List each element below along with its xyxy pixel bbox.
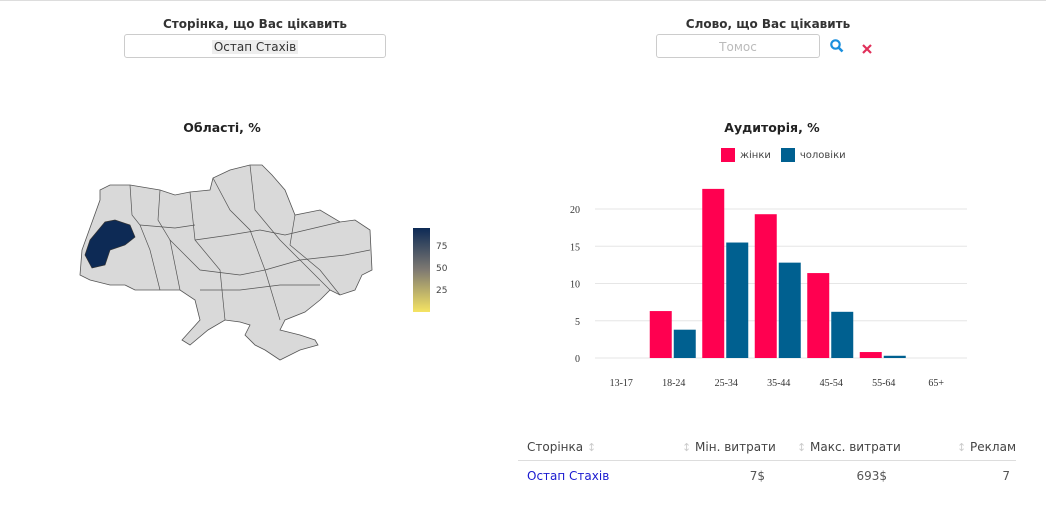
y-tick-label: 5 [575, 317, 580, 328]
x-tick-label: 65+ [928, 378, 944, 389]
y-tick-label: 20 [570, 205, 580, 216]
x-tick-label: 13-17 [610, 378, 633, 389]
bar-women [754, 214, 777, 358]
map-region-borders [129, 164, 371, 321]
map-region-lviv[interactable] [84, 219, 136, 269]
x-tick-label: 45-54 [820, 378, 843, 389]
y-tick-label: 0 [575, 354, 580, 365]
y-tick-label: 15 [570, 242, 580, 253]
table-cell-ads: 7 [1002, 469, 1010, 483]
word-filter-input[interactable]: Томос [656, 34, 820, 58]
chart-title: Аудиторія, % [724, 120, 820, 135]
col-header-max[interactable]: ↕ Макс. витрати [797, 440, 901, 454]
bar-men [726, 242, 749, 358]
legend-label: жінки [740, 149, 771, 161]
y-tick-label: 10 [570, 280, 580, 291]
col-header-ads[interactable]: ↕ Реклам [957, 440, 1016, 454]
bar-men [673, 329, 696, 358]
ukraine-map [79, 164, 430, 361]
page-filter-value: Остап Стахів [211, 40, 299, 54]
colorbar-tick: 50 [436, 264, 448, 274]
bar-men [778, 262, 801, 358]
table-cell-max: 693$ [856, 469, 887, 483]
close-icon[interactable] [861, 40, 873, 54]
bar-women [649, 311, 672, 358]
table-cell-page-link[interactable]: Остап Стахів [527, 469, 610, 483]
audience-bar-chart: 0 5 10 15 20 13-17 18-24 25-34 35-44 45-54 55-64 65… [570, 188, 967, 389]
x-tick-label: 18-24 [662, 378, 685, 389]
table-header-divider [518, 460, 1016, 461]
map-country-outline [79, 164, 373, 361]
legend-swatch-men [780, 148, 795, 162]
x-tick-label: 35-44 [767, 378, 790, 389]
top-divider [0, 0, 1046, 1]
bar-men [883, 355, 906, 358]
legend-label: чоловіки [799, 149, 846, 161]
chart-legend: жінки чоловіки [721, 148, 846, 162]
search-icon[interactable] [829, 38, 845, 54]
col-header-min[interactable]: ↕ Мін. витрати [682, 440, 776, 454]
word-filter-label: Слово, що Вас цікавить [685, 17, 851, 31]
page-filter-label: Сторінка, що Вас цікавить [163, 17, 347, 31]
bar-men [831, 311, 854, 358]
bar-women [859, 352, 882, 358]
table-cell-min: 7$ [749, 469, 765, 483]
colorbar-tick: 25 [436, 286, 448, 296]
bar-women [807, 273, 830, 358]
x-tick-label: 55-64 [872, 378, 895, 389]
x-tick-label: 25-34 [715, 378, 738, 389]
bar-women [702, 188, 725, 358]
legend-swatch-women [721, 148, 735, 162]
colorbar [413, 228, 430, 312]
map-title: Області, % [183, 120, 261, 135]
col-header-page[interactable]: Сторінка ↕ [527, 440, 597, 454]
colorbar-tick: 75 [436, 242, 448, 252]
page-filter-input[interactable]: Остап Стахів [124, 34, 386, 58]
